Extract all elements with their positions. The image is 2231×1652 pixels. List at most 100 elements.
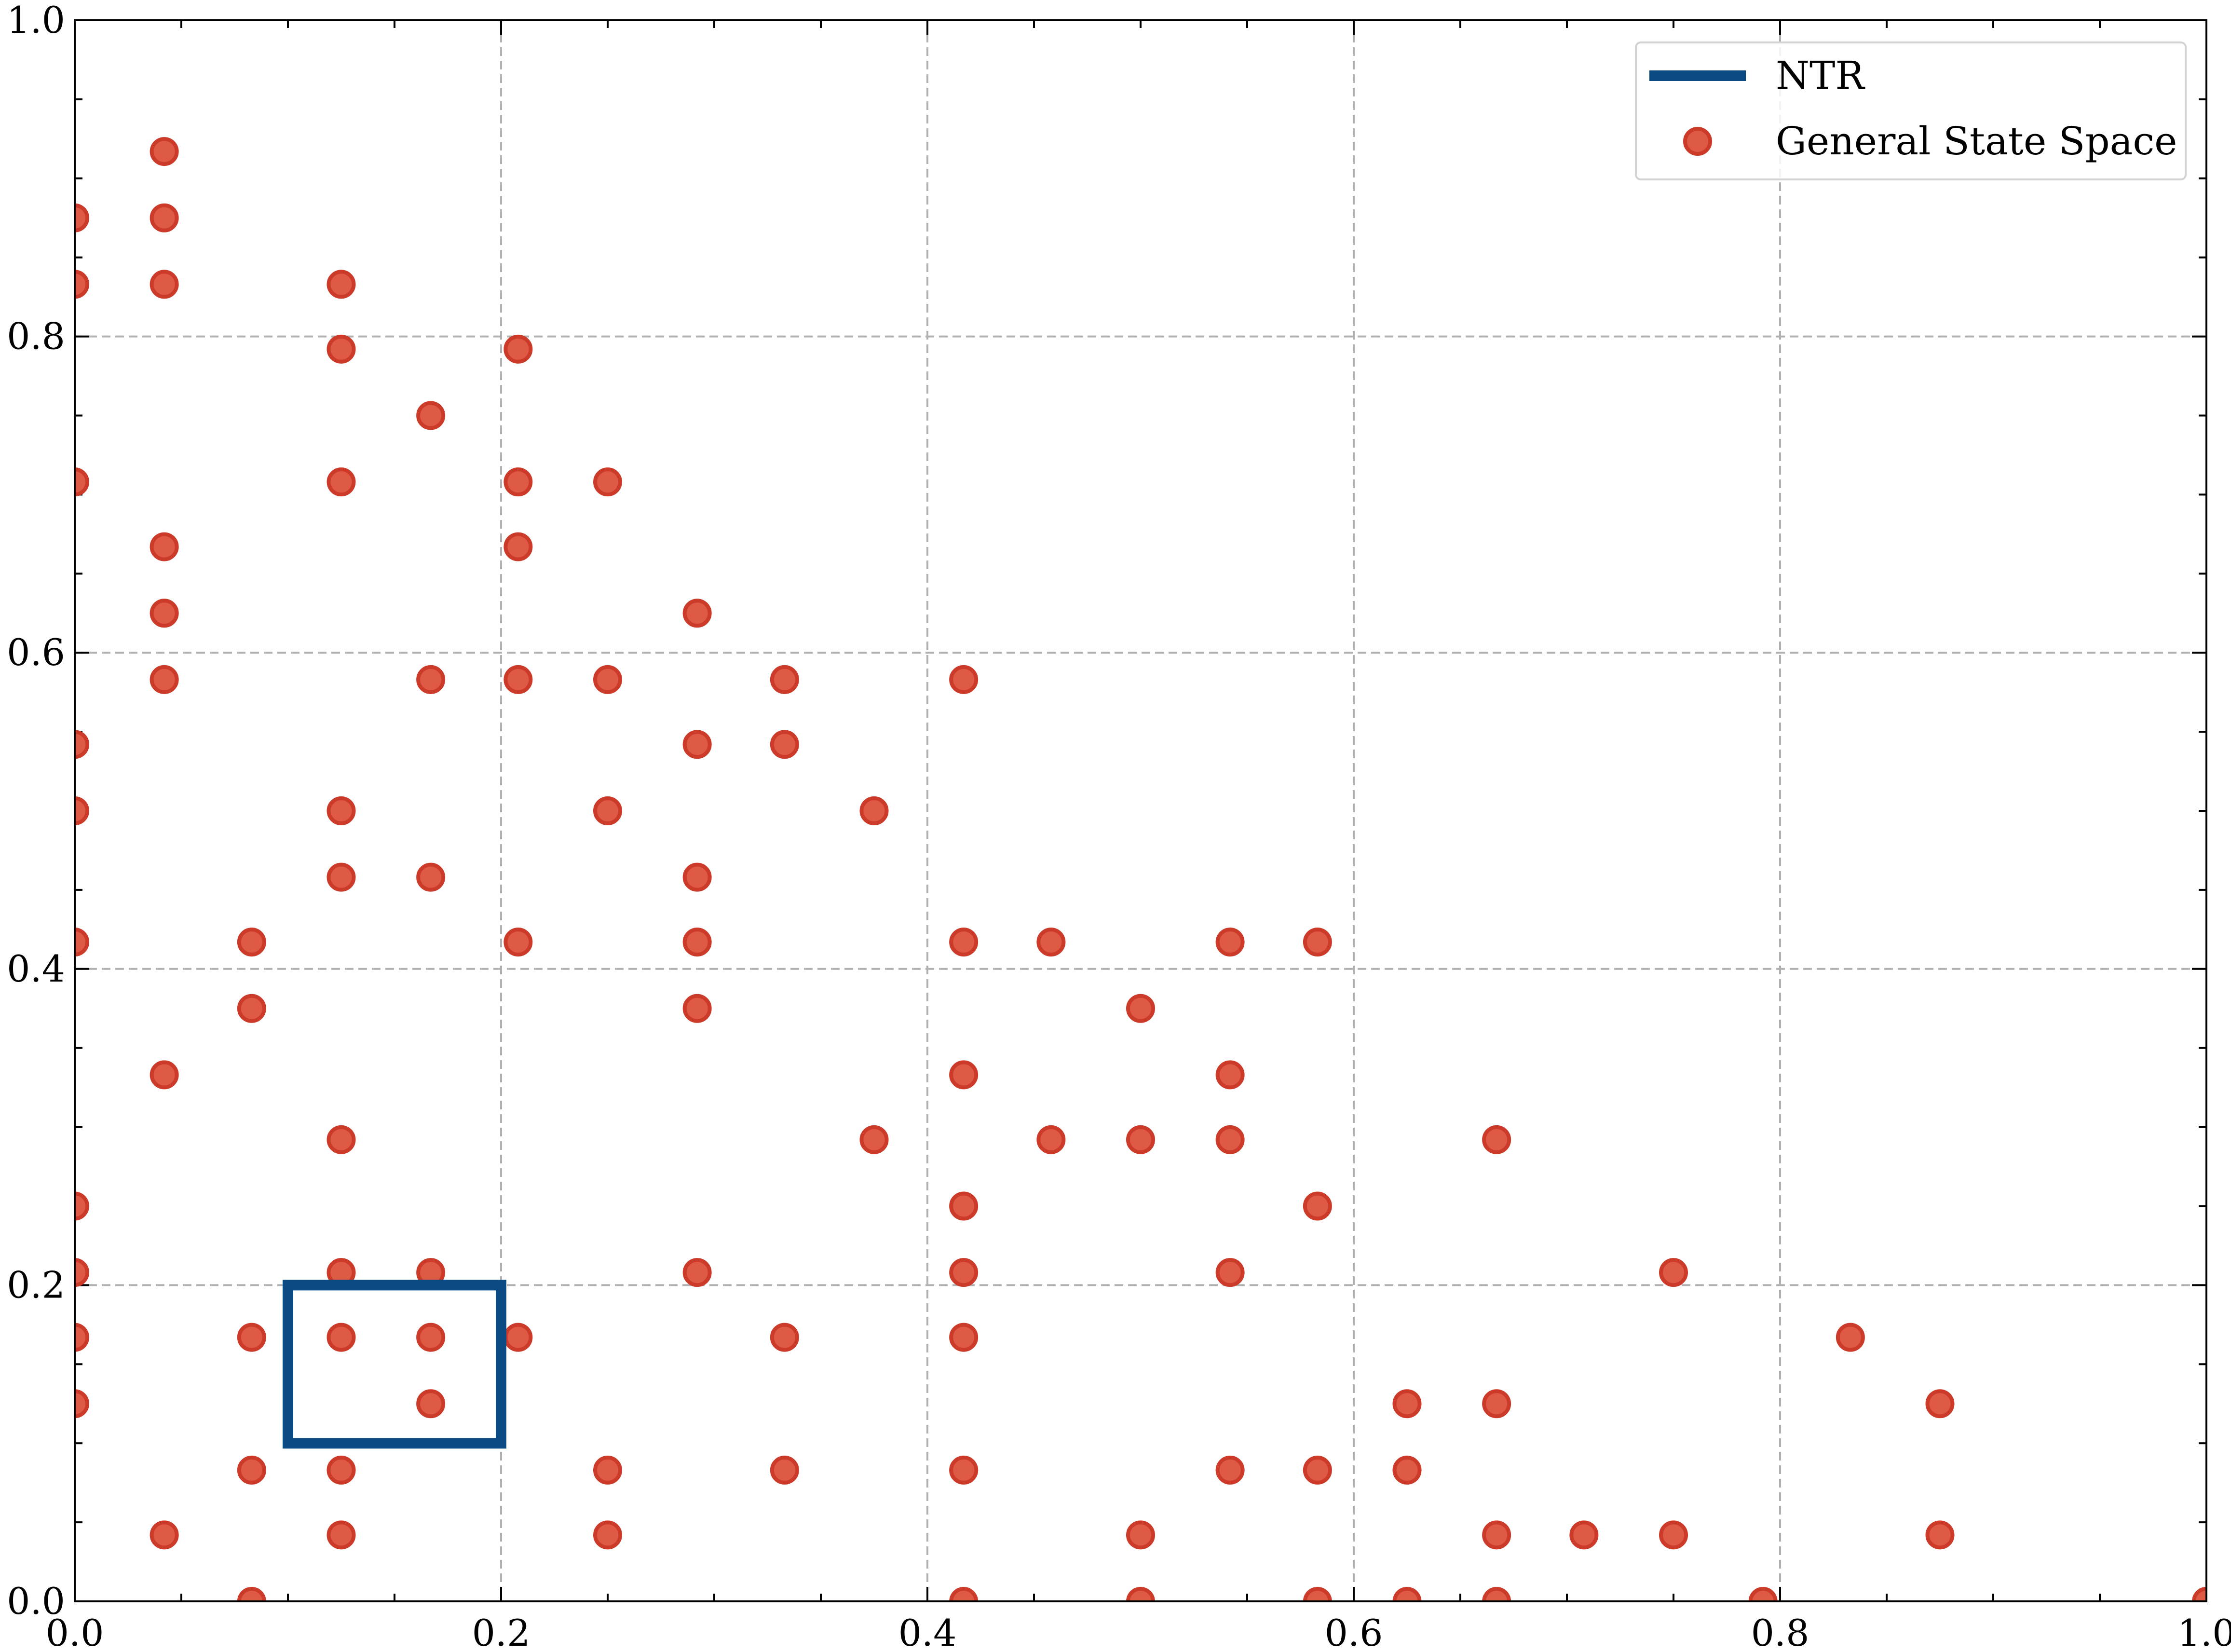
- data-point-21: [237, 1455, 266, 1485]
- x-tick-label-0: 0.0: [46, 1611, 104, 1652]
- data-point-17: [150, 1520, 179, 1550]
- y-tick-label-2: 0.4: [7, 947, 65, 990]
- data-point-49: [593, 1520, 622, 1550]
- data-point-38: [416, 1389, 446, 1419]
- data-point-94: [1659, 1520, 1688, 1550]
- x-tick-label-4: 0.8: [1751, 1611, 1809, 1652]
- data-point-1: [75, 270, 89, 299]
- data-point-72: [1126, 994, 1155, 1023]
- data-point-42: [503, 665, 533, 694]
- data-point-40: [503, 467, 533, 497]
- data-point-74: [1126, 1520, 1155, 1550]
- data-point-24: [326, 334, 356, 364]
- data-point-62: [949, 665, 979, 694]
- ntr-box-line: [283, 1280, 506, 1449]
- grid-lines: [75, 20, 2206, 1601]
- data-point-6: [75, 1191, 89, 1221]
- data-point-61: [859, 1125, 889, 1154]
- x-tick-labels: 0.0 0.2 0.4 0.6 0.8 1.0: [46, 1611, 2231, 1652]
- x-tick-label-2: 0.4: [898, 1611, 957, 1652]
- data-point-58: [770, 1323, 799, 1352]
- data-point-14: [150, 599, 179, 628]
- data-point-67: [949, 1323, 979, 1352]
- data-point-63: [949, 928, 979, 957]
- data-point-22: [237, 1587, 266, 1601]
- data-point-56: [770, 665, 799, 694]
- x-tick-label-1: 0.2: [472, 1611, 531, 1652]
- data-point-2: [75, 467, 89, 497]
- data-point-84: [1303, 1587, 1332, 1601]
- data-point-55: [682, 1258, 712, 1287]
- data-point-71: [1036, 1125, 1066, 1154]
- data-point-96: [1836, 1323, 1865, 1352]
- data-point-57: [770, 730, 799, 759]
- data-point-75: [1126, 1587, 1155, 1601]
- data-point-9: [75, 1389, 89, 1419]
- data-point-20: [237, 1323, 266, 1352]
- data-point-70: [1036, 928, 1066, 957]
- data-point-92: [1569, 1520, 1599, 1550]
- data-point-89: [1482, 1389, 1511, 1419]
- data-point-0: [75, 203, 89, 232]
- legend-label-general-state-space: General State Space: [1776, 119, 2177, 164]
- data-point-28: [326, 1125, 356, 1154]
- data-point-48: [593, 1455, 622, 1485]
- data-point-27: [326, 862, 356, 892]
- data-point-35: [416, 862, 446, 892]
- data-point-54: [682, 994, 712, 1023]
- data-point-18: [237, 928, 266, 957]
- data-point-79: [1215, 1258, 1245, 1287]
- data-point-59: [770, 1455, 799, 1485]
- data-point-80: [1215, 1455, 1245, 1485]
- data-point-97: [1925, 1389, 1955, 1419]
- data-point-3: [75, 730, 89, 759]
- data-point-10: [150, 137, 179, 166]
- data-point-15: [150, 665, 179, 694]
- data-point-16: [150, 1060, 179, 1090]
- data-point-32: [326, 1520, 356, 1550]
- data-point-34: [416, 665, 446, 694]
- data-point-86: [1392, 1455, 1422, 1485]
- data-point-53: [682, 928, 712, 957]
- x-tick-label-5: 1.0: [2177, 1611, 2231, 1652]
- data-point-8: [75, 1323, 89, 1352]
- data-point-73: [1126, 1125, 1155, 1154]
- data-point-11: [150, 203, 179, 232]
- data-point-39: [503, 334, 533, 364]
- data-point-91: [1482, 1587, 1511, 1601]
- data-point-50: [682, 599, 712, 628]
- data-point-82: [1303, 1191, 1332, 1221]
- data-point-4: [75, 796, 89, 825]
- x-tick-label-3: 0.6: [1325, 1611, 1383, 1652]
- data-point-83: [1303, 1455, 1332, 1485]
- plot-frame: [74, 19, 2207, 1602]
- data-point-66: [949, 1258, 979, 1287]
- data-point-44: [503, 1323, 533, 1352]
- data-point-37: [416, 1323, 446, 1352]
- data-point-93: [1659, 1258, 1688, 1287]
- data-point-5: [75, 928, 89, 957]
- data-point-23: [326, 270, 356, 299]
- data-point-60: [859, 796, 889, 825]
- y-tick-marks: [75, 19, 2206, 1602]
- data-point-64: [949, 1060, 979, 1090]
- y-tick-labels: 0.0 0.2 0.4 0.6 0.8 1.0: [7, 0, 65, 1623]
- y-tick-label-1: 0.2: [7, 1263, 65, 1306]
- data-point-47: [593, 796, 622, 825]
- data-point-76: [1215, 928, 1245, 957]
- data-point-41: [503, 532, 533, 561]
- data-point-90: [1482, 1520, 1511, 1550]
- data-point-85: [1392, 1389, 1422, 1419]
- data-point-78: [1215, 1125, 1245, 1154]
- data-point-69: [949, 1587, 979, 1601]
- data-point-68: [949, 1455, 979, 1485]
- data-point-51: [682, 730, 712, 759]
- data-point-65: [949, 1191, 979, 1221]
- x-tick-marks: [74, 20, 2207, 1601]
- y-tick-label-3: 0.6: [7, 631, 65, 674]
- data-point-98: [1925, 1520, 1955, 1550]
- data-point-33: [416, 401, 446, 430]
- data-point-81: [1303, 928, 1332, 957]
- data-point-46: [593, 665, 622, 694]
